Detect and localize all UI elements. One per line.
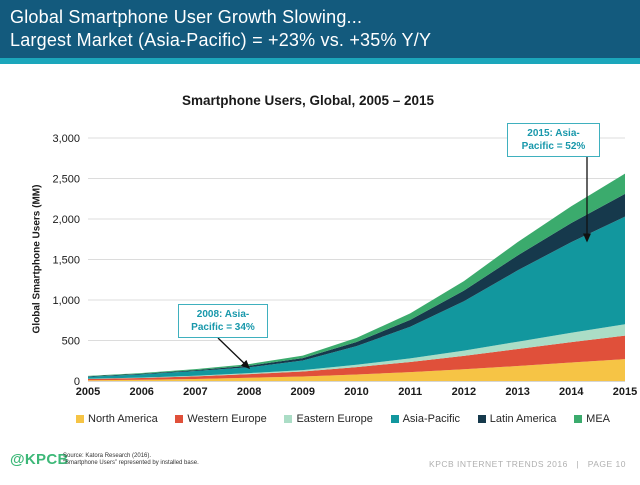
x-tick-label: 2014 bbox=[559, 386, 584, 398]
x-tick-label: 2006 bbox=[129, 386, 153, 398]
x-tick-label: 2009 bbox=[291, 386, 315, 398]
legend-label: Western Europe bbox=[187, 413, 267, 425]
x-tick-label: 2011 bbox=[398, 386, 422, 398]
x-tick-label: 2010 bbox=[344, 386, 368, 398]
chart-title: Smartphone Users, Global, 2005 – 2015 bbox=[181, 93, 435, 108]
footer-page-info: KPCB INTERNET TRENDS 2016 | PAGE 10 bbox=[429, 459, 626, 469]
accent-strip bbox=[0, 58, 640, 64]
annotation-2015-box: 2015: Asia-Pacific = 52% bbox=[507, 123, 600, 157]
y-tick-label: 3,000 bbox=[52, 133, 80, 145]
stacked-areas bbox=[88, 173, 625, 381]
legend-label: Latin America bbox=[489, 413, 557, 425]
legend-item: Latin America bbox=[477, 413, 557, 425]
kpcb-logo: @KPCB bbox=[10, 451, 69, 468]
x-tick-label: 2012 bbox=[452, 386, 476, 398]
legend-item: North America bbox=[76, 413, 158, 425]
header-bar: Global Smartphone User Growth Slowing...… bbox=[0, 0, 640, 58]
legend-label: Asia-Pacific bbox=[402, 413, 461, 425]
legend-swatch bbox=[175, 415, 184, 423]
header-title-line1: Global Smartphone User Growth Slowing... bbox=[10, 7, 363, 27]
legend-swatch bbox=[574, 415, 583, 423]
legend-swatch bbox=[76, 415, 84, 423]
area-north-america bbox=[88, 359, 625, 381]
y-tick-label: 2,000 bbox=[52, 214, 80, 226]
source-note: Source: Katora Research (2016). “Smartph… bbox=[63, 453, 199, 467]
source-note-line2: “Smartphone Users” represented by instal… bbox=[63, 460, 199, 466]
y-tick-label: 1,500 bbox=[52, 255, 80, 267]
y-tick-label: 500 bbox=[62, 336, 80, 348]
annotation-2008-box: 2008: Asia-Pacific = 34% bbox=[178, 304, 268, 338]
legend-item: Western Europe bbox=[175, 413, 267, 425]
x-tick-label: 2007 bbox=[183, 386, 207, 398]
legend-label: Eastern Europe bbox=[296, 413, 373, 425]
header-title-line2: Largest Market (Asia-Pacific) = +23% vs.… bbox=[10, 30, 432, 50]
legend-swatch bbox=[390, 415, 399, 423]
x-tick-label: 2015 bbox=[613, 386, 637, 398]
y-tick-label: 2,500 bbox=[52, 174, 80, 186]
x-axis-labels: 2005 2006 2007 2008 2009 2010 2011 2012 2013 2014… bbox=[76, 386, 637, 398]
source-note-line1: Source: Katora Research (2016). bbox=[63, 453, 152, 459]
legend-swatch bbox=[477, 415, 486, 423]
legend-label: MEA bbox=[586, 413, 610, 425]
legend-swatch bbox=[284, 415, 293, 423]
y-tick-label: 0 bbox=[74, 376, 80, 388]
legend-label: North America bbox=[88, 413, 158, 425]
x-tick-label: 2005 bbox=[76, 386, 100, 398]
x-tick-label: 2008 bbox=[237, 386, 261, 398]
legend: North America Western Europe Eastern Europ… bbox=[76, 413, 610, 425]
y-tick-label: 1,000 bbox=[52, 295, 80, 307]
area-asia-pacific bbox=[88, 216, 625, 379]
legend-item: Asia-Pacific bbox=[390, 413, 461, 425]
legend-item: MEA bbox=[574, 413, 610, 425]
area-western-europe bbox=[88, 335, 625, 381]
x-tick-label: 2013 bbox=[505, 386, 529, 398]
legend-item: Eastern Europe bbox=[284, 413, 373, 425]
annotation-arrows bbox=[217, 157, 591, 370]
annotation-arrow bbox=[217, 337, 251, 370]
